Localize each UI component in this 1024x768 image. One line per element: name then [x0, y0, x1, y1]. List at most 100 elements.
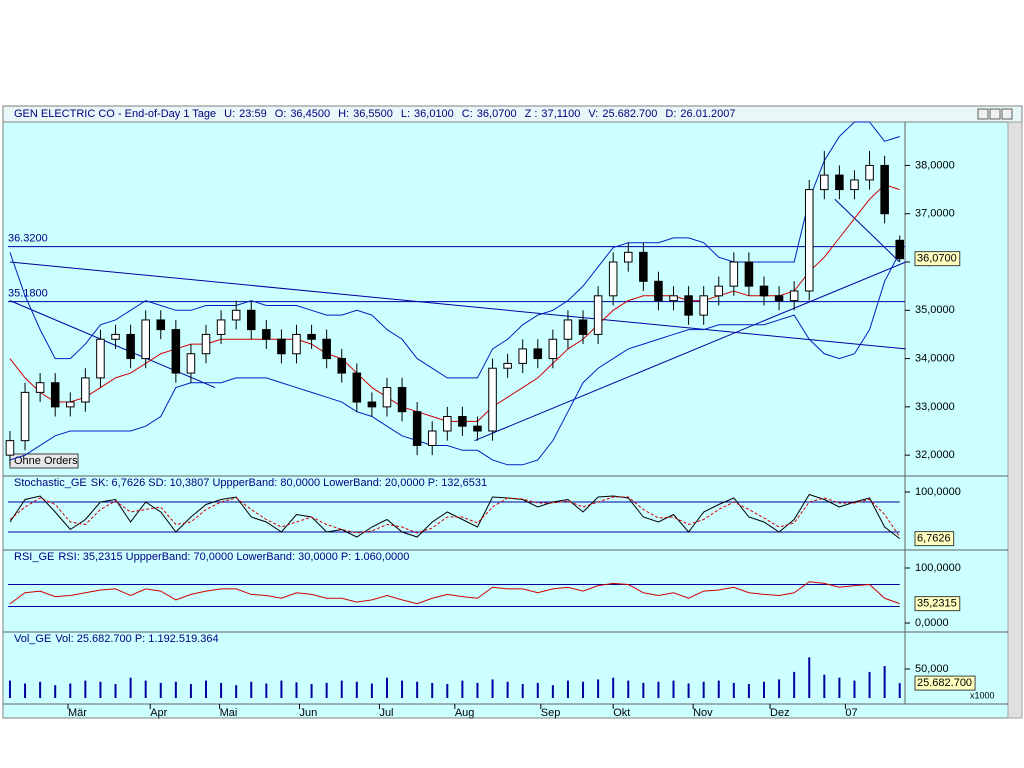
- candle-body: [473, 425, 482, 432]
- candle-body: [397, 387, 407, 413]
- x-tick-label: Okt: [613, 707, 630, 719]
- header-bar: [2, 105, 1023, 123]
- trend-line: [474, 261, 906, 442]
- header-field-label: H:: [338, 108, 349, 120]
- candle-body: [20, 391, 30, 442]
- volume-bar: [747, 684, 750, 698]
- candle-body: [593, 295, 603, 335]
- volume-bar: [808, 657, 811, 698]
- candle-body: [744, 261, 754, 287]
- header-field-label: L:: [401, 108, 410, 120]
- multiplier: x1000: [970, 690, 995, 700]
- volume-bar: [220, 682, 223, 698]
- volume-bar: [114, 684, 117, 698]
- orders-button-label[interactable]: Ohne Orders: [14, 455, 78, 467]
- last-value-box: [914, 251, 961, 267]
- header-title: GEN ELECTRIC CO - End-of-Day 1 Tage: [14, 108, 216, 120]
- window-frame: [2, 105, 1023, 719]
- candle-body: [156, 319, 166, 331]
- header-field-value: 23:59: [239, 108, 267, 120]
- volume-bar: [355, 681, 358, 698]
- indicator-line: [9, 252, 901, 466]
- volume-bar: [566, 680, 569, 698]
- candle-body: [231, 309, 241, 321]
- candle-body: [141, 319, 150, 360]
- volume-bar: [702, 681, 705, 698]
- candle-body: [5, 440, 15, 456]
- panel-subtitle: RSI: 35,2315 UppperBand: 70,0000 LowerBa…: [58, 551, 409, 563]
- last-value-label: 6,7626: [917, 533, 951, 545]
- volume-bar: [642, 682, 645, 698]
- x-tick-label: Jun: [300, 707, 318, 719]
- volume-bar: [280, 680, 283, 698]
- y-tick-label: 33,0000: [915, 401, 955, 413]
- volume-bar: [370, 683, 373, 698]
- header-field-label: U:: [224, 108, 235, 120]
- indicator-line: [9, 581, 900, 605]
- candle-body: [277, 338, 286, 355]
- header-field-value: 36,5500: [353, 108, 393, 120]
- scrollbar[interactable]: [1007, 121, 1023, 719]
- volume-bar: [340, 680, 343, 698]
- header-field-label: Z :: [525, 108, 538, 120]
- y-tick-label: 34,0000: [915, 352, 955, 364]
- candle-body: [171, 329, 181, 374]
- volume-bar: [717, 680, 720, 698]
- volume-bar: [883, 666, 886, 698]
- candle-body: [774, 295, 784, 302]
- volume-bar: [476, 682, 479, 698]
- candle-body: [337, 358, 347, 374]
- y-tick-label: 35,0000: [915, 304, 955, 316]
- volume-bar: [762, 681, 765, 698]
- last-value-box: [914, 596, 961, 612]
- candle-body: [578, 319, 588, 335]
- volume-bar: [778, 679, 781, 698]
- panel-subtitle: SK: 6,7626 SD: 10,3807 UppperBand: 80,00…: [91, 477, 487, 489]
- x-tick-label: Nov: [693, 707, 713, 719]
- header-field-value: 37,1100: [541, 108, 580, 120]
- candle-body: [186, 353, 196, 374]
- candle-body: [684, 295, 693, 316]
- volume-bar: [793, 671, 796, 698]
- candle-body: [548, 338, 558, 360]
- candle-body: [865, 164, 874, 181]
- header-field-value: 25.682.700: [602, 108, 657, 120]
- minimize-button[interactable]: [977, 108, 989, 120]
- volume-bar: [551, 685, 554, 698]
- volume-bar: [385, 677, 388, 698]
- candle-body: [427, 430, 437, 446]
- candle-body: [367, 401, 377, 408]
- candle-body: [126, 333, 135, 360]
- x-tick-label: Aug: [455, 707, 475, 719]
- close-button[interactable]: [1001, 108, 1013, 120]
- candle-body: [714, 285, 724, 297]
- maximize-button[interactable]: [989, 108, 1001, 120]
- volume-bar: [8, 680, 11, 698]
- candle-body: [216, 319, 226, 335]
- volume-bar: [401, 680, 404, 698]
- volume-bar: [99, 681, 102, 698]
- y-tick-label: 0,0000: [915, 617, 949, 629]
- header-field-value: 26.01.2007: [680, 108, 735, 120]
- volume-bar: [672, 680, 675, 698]
- last-value-label: 25.682.700: [917, 677, 972, 689]
- panel-title: Stochastic_GE: [14, 477, 87, 489]
- volume-bar: [325, 682, 328, 698]
- candle-body: [835, 174, 844, 191]
- candle-body: [608, 261, 618, 297]
- volume-bar: [205, 680, 208, 698]
- volume-bar: [898, 683, 901, 698]
- indicator-line: [9, 184, 900, 422]
- volume-bar: [612, 677, 615, 698]
- volume-bar: [235, 685, 238, 698]
- panel-title: Vol_GE: [14, 633, 51, 645]
- candle-body: [789, 290, 799, 302]
- volume-bar: [189, 684, 192, 698]
- x-tick-label: Sep: [541, 707, 561, 719]
- candle-body: [880, 164, 889, 215]
- last-value-box: [914, 531, 955, 547]
- candle-body: [654, 280, 663, 302]
- candle-body: [307, 333, 316, 340]
- trend-line: [9, 300, 216, 389]
